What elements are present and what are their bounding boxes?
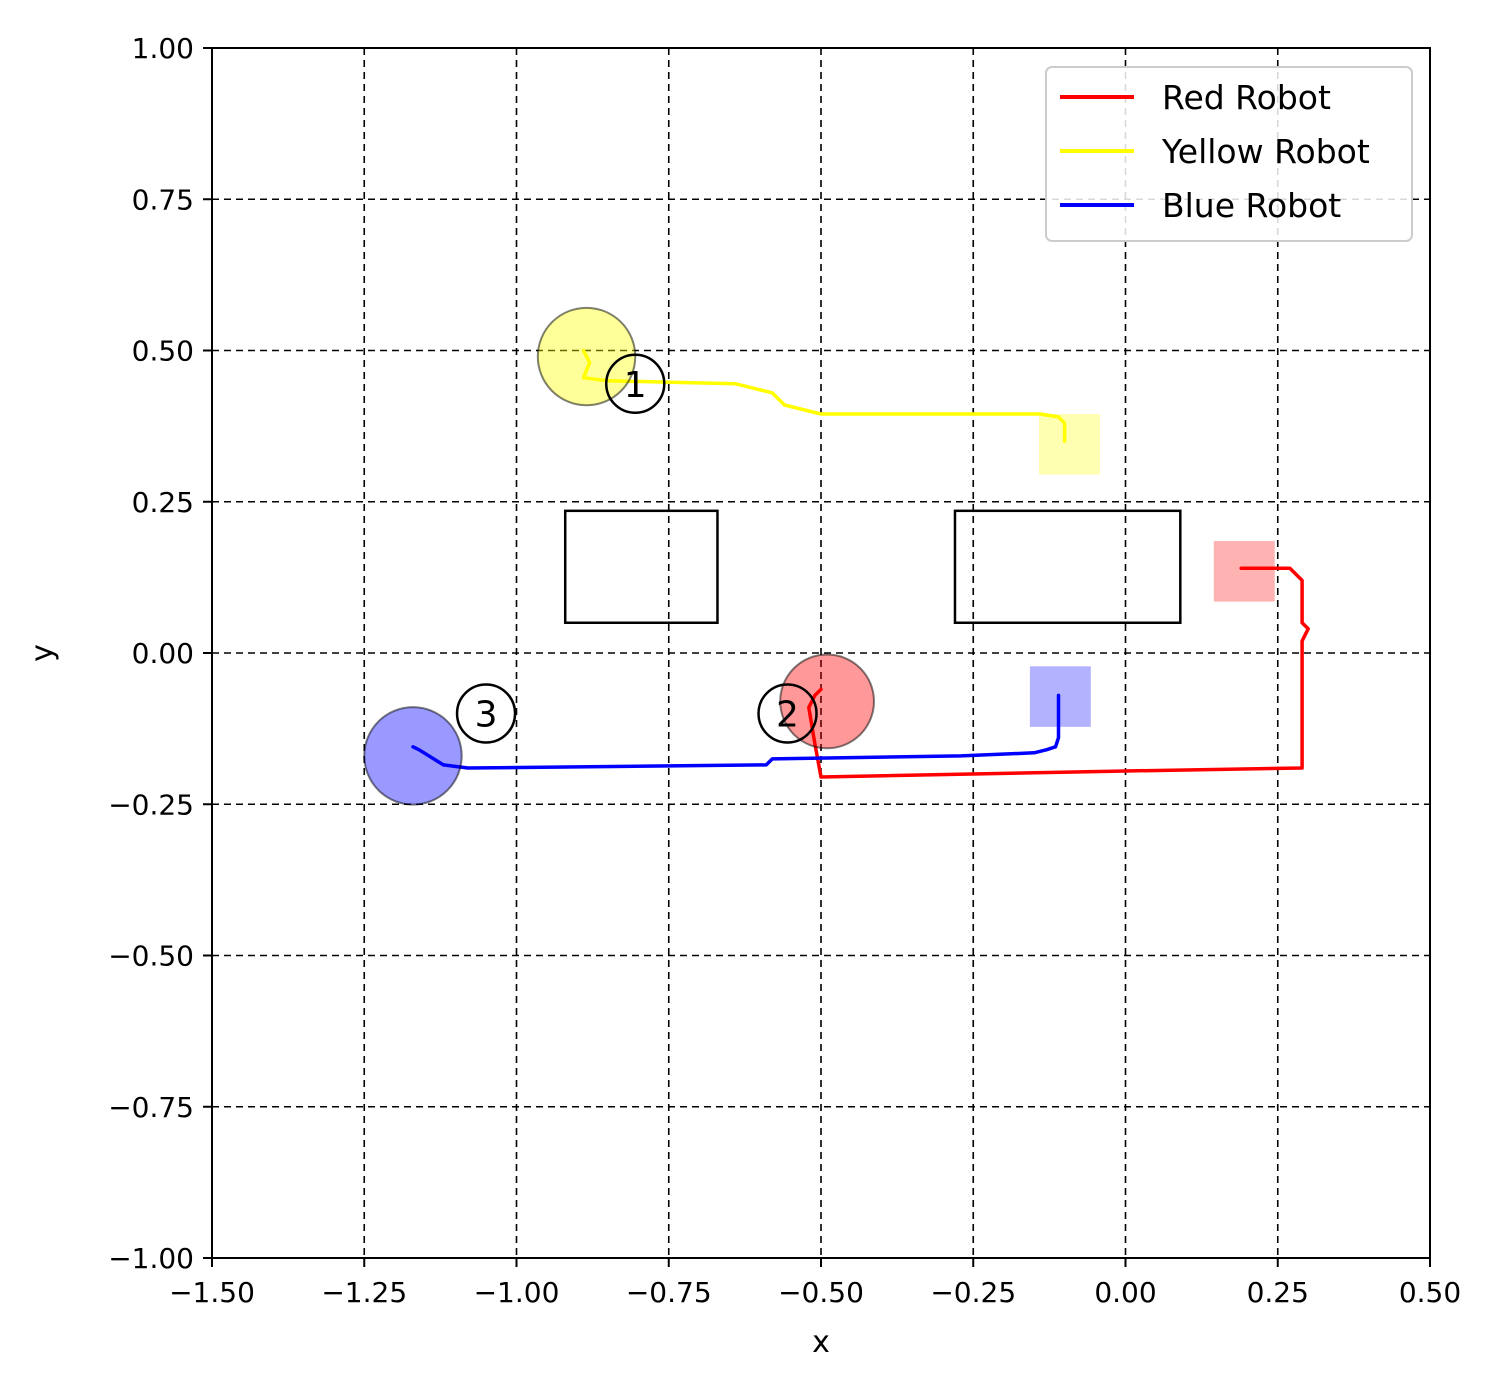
marker-number: 3 — [475, 695, 498, 736]
y-tick-label: 0.00 — [132, 637, 194, 670]
trajectories — [411, 348, 1310, 779]
x-tick-label: −0.75 — [626, 1276, 712, 1309]
y-tick-label: −0.25 — [108, 788, 194, 821]
legend-label: Yellow Robot — [1161, 132, 1370, 171]
robot-circle — [779, 653, 875, 750]
obstacle-rect — [563, 509, 719, 625]
x-tick-label: 0.00 — [1094, 1276, 1156, 1309]
x-tick-label: 0.50 — [1399, 1276, 1461, 1309]
y-tick-label: −0.50 — [108, 940, 194, 973]
y-tick-label: 0.75 — [132, 183, 194, 216]
robot-number-markers: 1 2 3 — [455, 353, 818, 744]
legend: Red Robot Yellow Robot Blue Robot — [1045, 66, 1413, 242]
x-tick-label: −1.00 — [474, 1276, 560, 1309]
goal-square — [1213, 541, 1275, 602]
x-tick-label: 0.25 — [1247, 1276, 1309, 1309]
grid — [212, 48, 1430, 1258]
obstacles — [563, 509, 1182, 625]
x-tick-label: −1.25 — [321, 1276, 407, 1309]
marker-circle — [455, 683, 517, 744]
robot-circle — [536, 306, 637, 407]
marker-number: 1 — [624, 365, 647, 406]
robot-circle — [363, 706, 463, 806]
axis-ticks: −1.50 −1.25 −1.00 −0.75 −0.50 −0.25 0.00 0.25 0.… — [108, 32, 1461, 1309]
marker-circle — [605, 353, 666, 415]
y-tick-label: 0.25 — [132, 486, 194, 519]
goal-square — [1039, 414, 1100, 475]
robot-circles — [363, 306, 875, 806]
legend-label: Blue Robot — [1162, 186, 1341, 225]
y-tick-label: 0.50 — [132, 335, 194, 368]
goal-squares — [1029, 414, 1275, 727]
trajectory-line — [581, 348, 1067, 444]
marker-circle — [757, 683, 818, 744]
obstacle-rect — [953, 509, 1182, 625]
y-tick-label: −1.00 — [108, 1242, 194, 1275]
trajectory-line — [807, 566, 1310, 779]
x-tick-label: −1.50 — [169, 1276, 255, 1309]
legend-label: Red Robot — [1162, 78, 1331, 117]
y-tick-label: −0.75 — [108, 1091, 194, 1124]
y-tick-label: 1.00 — [132, 32, 194, 65]
x-axis-label: x — [812, 1325, 830, 1360]
y-axis-label: y — [25, 644, 60, 662]
x-tick-label: −0.25 — [930, 1276, 1016, 1309]
trajectory-line — [411, 693, 1061, 770]
marker-number: 2 — [776, 695, 799, 736]
goal-square — [1029, 666, 1091, 727]
legend-box — [1045, 66, 1413, 242]
x-tick-label: −0.50 — [778, 1276, 864, 1309]
